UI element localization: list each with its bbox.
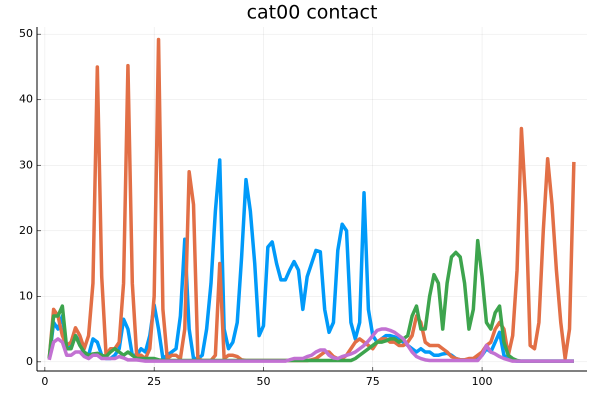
y-tick-label: 40 (19, 93, 33, 106)
y-tick-label: 10 (19, 289, 33, 302)
x-tick-label: 50 (256, 375, 270, 388)
x-tick-label: 100 (472, 375, 493, 388)
x-tick-label: 0 (41, 375, 48, 388)
x-tick-label: 25 (147, 375, 161, 388)
chart-title: cat00 contact (247, 2, 378, 24)
y-tick-label: 30 (19, 158, 33, 171)
y-tick-label: 0 (26, 355, 33, 368)
line-series (47, 327, 574, 363)
y-tick-label: 20 (19, 224, 33, 237)
x-tick-label: 75 (366, 375, 380, 388)
y-tick-label: 50 (19, 27, 33, 40)
